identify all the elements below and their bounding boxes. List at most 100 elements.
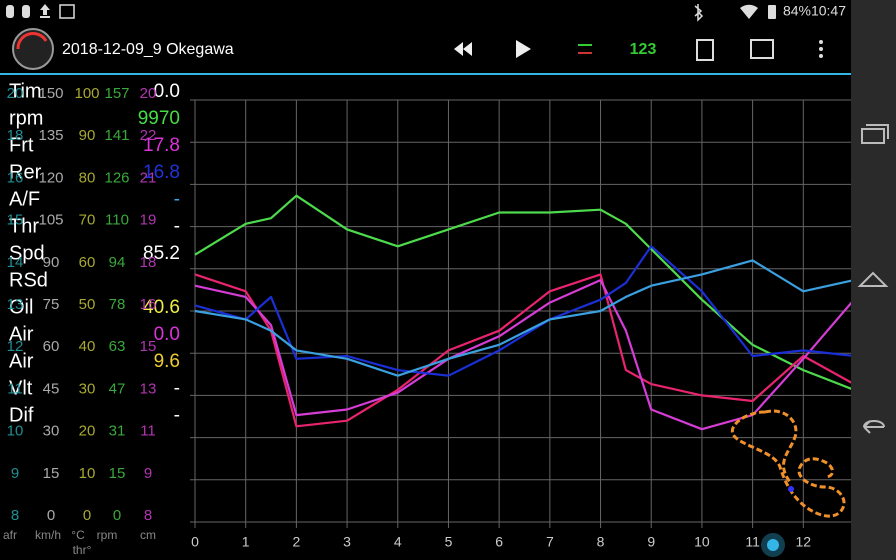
y-tick-label: 105 xyxy=(38,212,63,229)
scale-label: 8 xyxy=(144,507,152,524)
unit-label: cm xyxy=(140,528,156,542)
y-tick-label: 135 xyxy=(38,127,63,144)
scale-label: 78 xyxy=(109,296,126,313)
scale-label: 47 xyxy=(109,380,126,397)
channel-label: Oil xyxy=(9,296,33,318)
channel-value: - xyxy=(174,189,180,210)
channel-label: Air xyxy=(9,350,34,372)
unit-label: °C xyxy=(71,528,85,542)
counter-button[interactable]: 123 xyxy=(630,41,657,58)
scale-label: 15 xyxy=(109,465,126,482)
channel-label: Rer xyxy=(9,161,42,183)
scale-label: 9 xyxy=(11,465,19,482)
scale-label: 94 xyxy=(109,254,126,271)
home-button[interactable] xyxy=(857,271,889,287)
scale-label: 40 xyxy=(79,338,96,355)
channel-value: 17.8 xyxy=(143,135,180,156)
clock: 10:47 xyxy=(811,3,846,19)
session-title: 2018-12-09_9 Okegawa xyxy=(62,41,234,58)
channel-panel: Tim 0.0 rpm 9970 Frt 17.8 Rer 16.8 A/F - Thr - Spd 85… xyxy=(9,80,180,426)
x-tick-label: 11 xyxy=(745,534,760,550)
channel-value: 9970 xyxy=(138,108,180,129)
slider-thumb[interactable] xyxy=(767,539,779,551)
scale-label: 14 xyxy=(7,254,24,271)
app-icon[interactable] xyxy=(12,28,54,70)
channel-label: RSd xyxy=(9,269,48,291)
y-tick-label: 0 xyxy=(47,507,55,524)
x-tick-label: 5 xyxy=(445,534,453,550)
series-line xyxy=(194,259,851,377)
recent-apps[interactable] xyxy=(861,128,885,144)
x-tick-label: 0 xyxy=(191,534,199,550)
channel-value: - xyxy=(174,405,180,426)
map-button[interactable] xyxy=(750,39,774,59)
rewind-button[interactable] xyxy=(454,42,472,56)
y-tick-label: 75 xyxy=(43,296,60,313)
scale-label: 18 xyxy=(140,254,157,271)
play-button[interactable] xyxy=(516,40,531,58)
channel-value: - xyxy=(174,216,180,237)
channel-value: 40.6 xyxy=(143,297,180,318)
unit-label: km/h xyxy=(35,528,61,542)
x-tick-label: 8 xyxy=(597,534,605,550)
x-tick-label: 10 xyxy=(694,534,710,550)
unit-label: afr xyxy=(3,528,17,542)
scale-label: 13 xyxy=(7,296,24,313)
channel-label: Dif xyxy=(9,404,34,426)
channel-value: 16.8 xyxy=(143,162,180,183)
y-tick-label: 60 xyxy=(43,338,60,355)
scale-label: 19 xyxy=(140,212,157,229)
nav-icons xyxy=(857,124,889,434)
scale-label: 9 xyxy=(144,465,152,482)
series-line xyxy=(194,273,851,428)
scale-label: 13 xyxy=(140,380,157,397)
channel-value: 9.6 xyxy=(154,351,180,372)
status-icons xyxy=(6,4,776,22)
scale-label: 60 xyxy=(79,254,96,271)
scale-label: 20 xyxy=(79,423,96,440)
menu-button[interactable] xyxy=(819,40,823,58)
scale-label: 141 xyxy=(104,127,129,144)
y-tick-label: 150 xyxy=(38,85,63,102)
scale-label: 16 xyxy=(7,169,24,186)
scale-label: 10 xyxy=(79,465,96,482)
scale-panel xyxy=(0,76,190,560)
back-button[interactable] xyxy=(863,420,885,434)
scale-label: 18 xyxy=(7,127,24,144)
x-tick-label: 12 xyxy=(796,534,812,550)
x-tick-label: 4 xyxy=(394,534,402,550)
scale-label: 80 xyxy=(79,169,96,186)
scale-label: 126 xyxy=(104,169,129,186)
channel-value: - xyxy=(174,378,180,399)
scale-label: 100 xyxy=(74,85,99,102)
y-tick-label: 15 xyxy=(43,465,60,482)
scale-label: 12 xyxy=(7,338,24,355)
y-tick-label: 120 xyxy=(38,169,63,186)
x-tick-label: 9 xyxy=(647,534,655,550)
scale-label: 10 xyxy=(7,423,24,440)
y-tick-label: 30 xyxy=(43,423,60,440)
scale-label: 70 xyxy=(79,212,96,229)
scale-label: 63 xyxy=(109,338,126,355)
swap-button[interactable] xyxy=(578,44,592,54)
track-map xyxy=(731,409,846,518)
unit-label: rpm xyxy=(97,528,118,542)
scale-label: 21 xyxy=(140,169,157,186)
channel-label: A/F xyxy=(9,188,40,210)
fit-button[interactable] xyxy=(696,39,714,61)
channel-label: Tim xyxy=(9,80,42,102)
x-tick-label: 2 xyxy=(292,534,300,550)
scale-label: 0 xyxy=(83,507,91,524)
series-line xyxy=(194,245,851,377)
scale-label: 15 xyxy=(7,212,24,229)
header-divider xyxy=(0,73,851,75)
channel-label: Frt xyxy=(9,134,34,156)
x-tick-label: 1 xyxy=(242,534,250,550)
scale-label: 0 xyxy=(113,507,121,524)
scale-label: 15 xyxy=(140,338,157,355)
x-tick-label: 3 xyxy=(343,534,351,550)
app-icon-arc xyxy=(16,31,48,50)
scale-label: 157 xyxy=(104,85,129,102)
